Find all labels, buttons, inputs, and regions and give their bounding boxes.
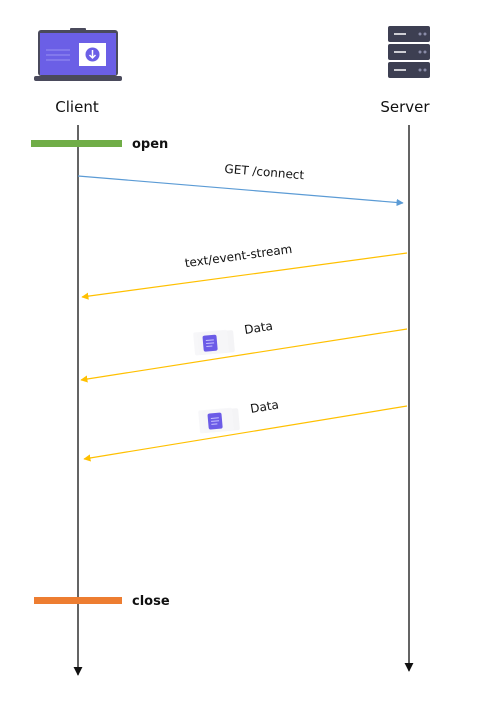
close-bar: [34, 597, 122, 604]
message-arrow-data-2: [84, 406, 407, 459]
close-label: close: [132, 594, 170, 609]
laptop-icon: [34, 28, 122, 81]
message-label-data-2: Data: [249, 398, 280, 416]
server-rack-icon: [388, 26, 430, 78]
server-label: Server: [380, 98, 430, 116]
message-arrow-get-connect: [78, 176, 403, 203]
message-label-event-stream: text/event-stream: [184, 242, 293, 270]
message-label-get-connect: GET /connect: [224, 162, 305, 183]
open-bar: [31, 140, 122, 147]
message-arrow-data-1: [81, 329, 407, 380]
document-icon: [198, 407, 240, 433]
message-label-data-1: Data: [243, 319, 273, 337]
open-label: open: [132, 137, 168, 152]
client-label: Client: [55, 98, 99, 116]
document-icon: [193, 329, 235, 355]
